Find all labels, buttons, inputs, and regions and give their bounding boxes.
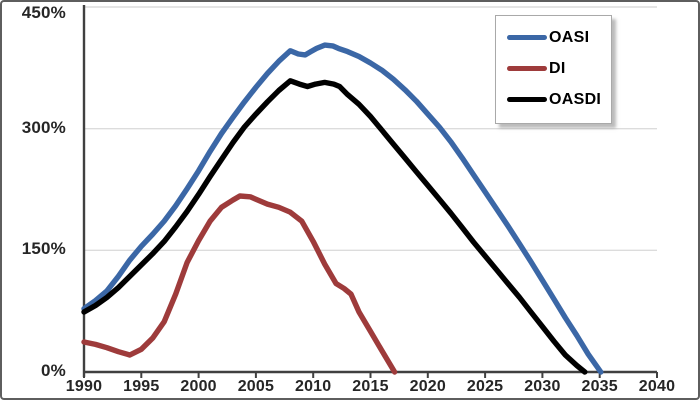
x-tick-label: 2010 [294, 378, 332, 395]
legend-item-di: DI [496, 53, 611, 84]
y-tick-label: 150% [21, 239, 66, 259]
legend-item-oasi: OASI [496, 22, 611, 53]
y-tick-label: 0% [41, 361, 66, 380]
di-line-swatch [507, 66, 547, 71]
x-tick-label: 2030 [524, 378, 561, 395]
x-tick-label: 2015 [352, 378, 389, 395]
x-tick-label: 1995 [123, 378, 160, 395]
oasdi-line-swatch [507, 97, 547, 102]
x-tick-label: 2005 [237, 378, 275, 395]
x-tick-label: 2000 [180, 378, 217, 395]
y-tick-label: 300% [21, 117, 66, 137]
legend-label-di: DI [549, 59, 566, 77]
x-tick-label: 2025 [466, 378, 504, 395]
x-tick-label: 2020 [409, 378, 446, 395]
oasi-line-swatch [507, 35, 547, 40]
oasdi-line [81, 78, 588, 375]
legend: OASI DI OASDI [495, 15, 612, 124]
di-line [81, 193, 398, 375]
oasi-line [81, 42, 604, 375]
x-tick-label: 2040 [638, 378, 676, 395]
x-tick-label: 2035 [581, 378, 618, 395]
x-tick-label: 1990 [65, 378, 103, 395]
y-tick-label: 450% [21, 3, 66, 22]
legend-item-oasdi: OASDI [496, 84, 611, 115]
legend-label-oasi: OASI [549, 28, 590, 46]
legend-label-oasdi: OASDI [549, 90, 602, 108]
